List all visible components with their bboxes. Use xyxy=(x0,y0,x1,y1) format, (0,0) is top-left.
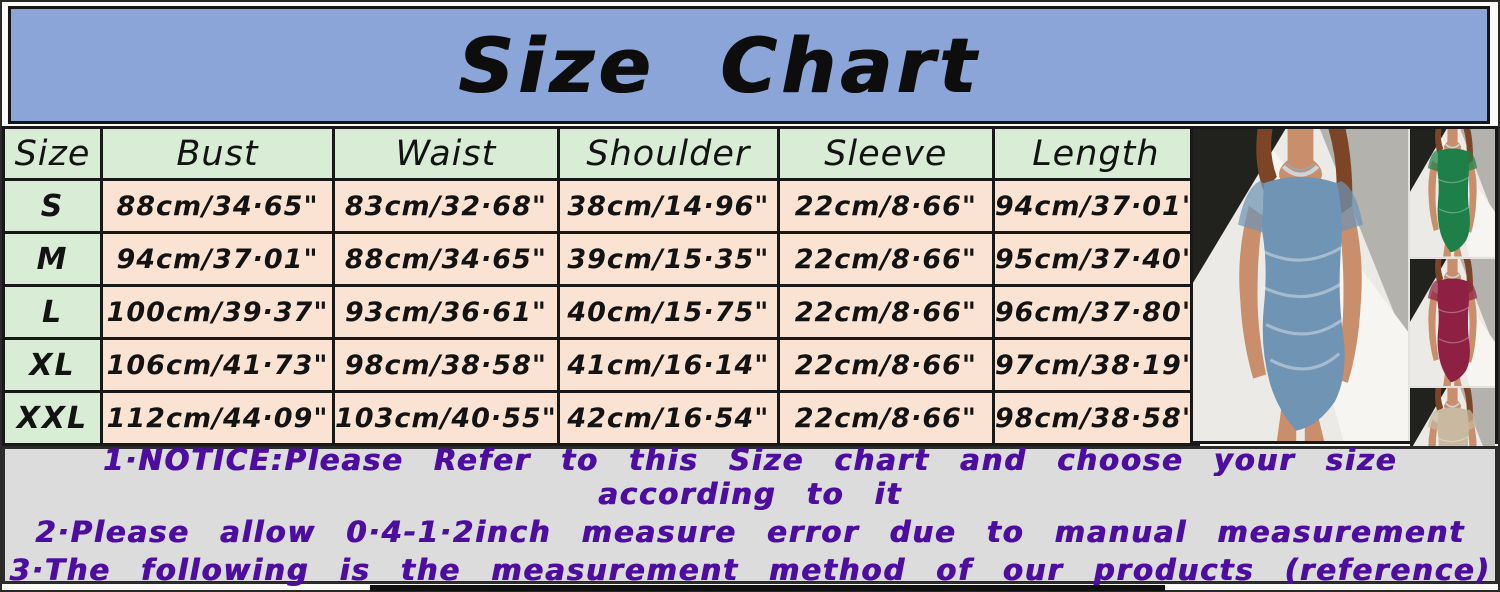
notice-line-3: 3·The following is the measurement metho… xyxy=(9,553,1491,587)
green-dress-illustration xyxy=(1410,129,1495,257)
size-label: S xyxy=(2,178,103,234)
product-photo-panel xyxy=(1190,126,1498,516)
column-header-shoulder: Shoulder xyxy=(556,126,780,181)
measurement-cell: 96cm/37·80" xyxy=(991,284,1200,340)
measurement-cell: 22cm/8·66" xyxy=(776,337,995,393)
notice-line-2: 2·Please allow 0·4-1·2inch measure error… xyxy=(35,515,1465,549)
size-table: Size Bust Waist Shoulder Sleeve Length S… xyxy=(2,126,1200,446)
measurement-cell: 22cm/8·66" xyxy=(776,284,995,340)
model-in-dress-illustration xyxy=(1193,129,1408,441)
size-label: XL xyxy=(2,337,103,393)
product-photo-thumbnails xyxy=(1408,129,1495,516)
measurement-cell: 42cm/16·54" xyxy=(556,390,780,446)
table-row-xl: XL 106cm/41·73" 98cm/38·58" 41cm/16·14" … xyxy=(2,337,1200,393)
product-photo-thumbnail-green xyxy=(1410,129,1495,259)
product-photo-main xyxy=(1193,129,1408,441)
measurement-cell: 100cm/39·37" xyxy=(100,284,335,340)
product-photo-thumbnail-burgundy xyxy=(1410,258,1495,388)
measurement-cell: 22cm/8·66" xyxy=(776,390,995,446)
measurement-cell: 106cm/41·73" xyxy=(100,337,335,393)
column-header-sleeve: Sleeve xyxy=(776,126,995,181)
measurement-cell: 95cm/37·40" xyxy=(991,231,1200,287)
measurement-cell: 38cm/14·96" xyxy=(556,178,780,234)
measurement-cell: 40cm/15·75" xyxy=(556,284,780,340)
column-header-bust: Bust xyxy=(100,126,335,181)
measurement-cell: 88cm/34·65" xyxy=(100,178,335,234)
size-label: XXL xyxy=(2,390,103,446)
notice-box: 1·NOTICE:Please Refer to this Size chart… xyxy=(2,443,1498,587)
measurement-cell: 112cm/44·09" xyxy=(100,390,335,446)
column-header-waist: Waist xyxy=(332,126,560,181)
measurement-cell: 98cm/38·58" xyxy=(991,390,1200,446)
table-row-m: M 94cm/37·01" 88cm/34·65" 39cm/15·35" 22… xyxy=(2,231,1200,287)
size-label: L xyxy=(2,284,103,340)
measurement-cell: 98cm/38·58" xyxy=(332,337,560,393)
column-header-size: Size xyxy=(2,126,103,181)
measurement-cell: 94cm/37·01" xyxy=(991,178,1200,234)
measurement-cell: 41cm/16·14" xyxy=(556,337,780,393)
measurement-cell: 88cm/34·65" xyxy=(332,231,560,287)
measurement-cell: 97cm/38·19" xyxy=(991,337,1200,393)
table-row-l: L 100cm/39·37" 93cm/36·61" 40cm/15·75" 2… xyxy=(2,284,1200,340)
page-title: Size Chart xyxy=(457,20,980,110)
column-header-length: Length xyxy=(991,126,1200,181)
measurement-cell: 22cm/8·66" xyxy=(776,178,995,234)
necklace xyxy=(1281,164,1320,177)
dress-shape xyxy=(1238,176,1363,431)
bottom-black-bar xyxy=(370,585,1165,591)
burgundy-dress-illustration xyxy=(1410,258,1495,386)
measurement-cell: 103cm/40·55" xyxy=(332,390,560,446)
notice-line-1: 1·NOTICE:Please Refer to this Size chart… xyxy=(102,443,1398,511)
necklace-inner xyxy=(1285,162,1316,172)
table-row-s: S 88cm/34·65" 83cm/32·68" 38cm/14·96" 22… xyxy=(2,178,1200,234)
table-row-xxl: XXL 112cm/44·09" 103cm/40·55" 42cm/16·54… xyxy=(2,390,1200,446)
size-label: M xyxy=(2,231,103,287)
measurement-cell: 94cm/37·01" xyxy=(100,231,335,287)
measurement-cell: 83cm/32·68" xyxy=(332,178,560,234)
measurement-cell: 93cm/36·61" xyxy=(332,284,560,340)
header-banner: Size Chart xyxy=(8,6,1490,124)
measurement-cell: 22cm/8·66" xyxy=(776,231,995,287)
table-header-row: Size Bust Waist Shoulder Sleeve Length xyxy=(2,126,1200,181)
measurement-cell: 39cm/15·35" xyxy=(556,231,780,287)
